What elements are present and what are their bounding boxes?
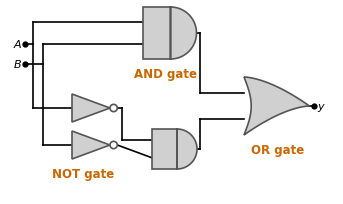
Text: B: B (13, 60, 21, 70)
Text: OR gate: OR gate (251, 143, 304, 156)
Polygon shape (72, 131, 110, 159)
Text: NOT gate: NOT gate (52, 167, 115, 180)
Polygon shape (244, 78, 309, 135)
Polygon shape (143, 8, 197, 60)
Polygon shape (72, 94, 110, 122)
Text: y: y (317, 102, 324, 111)
Text: AND gate: AND gate (133, 68, 197, 81)
Circle shape (110, 105, 117, 112)
Polygon shape (152, 129, 197, 169)
Text: A: A (13, 40, 21, 50)
Circle shape (110, 142, 117, 149)
